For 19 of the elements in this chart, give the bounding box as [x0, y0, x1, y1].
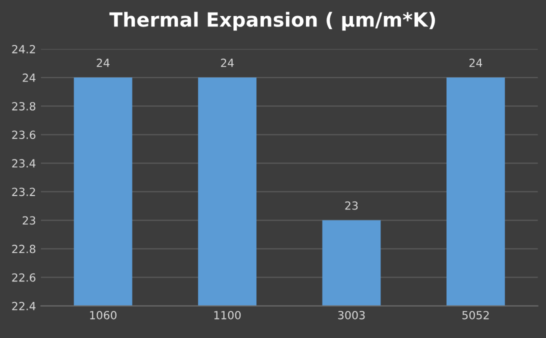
y-tick-label: 23.2: [12, 188, 35, 196]
y-tick-label: 24: [22, 74, 36, 82]
y-tick-label: 23.8: [12, 102, 36, 110]
x-tick-label: 1060: [90, 310, 116, 320]
y-tick-label: 23: [22, 216, 36, 225]
data-label: 23: [345, 201, 358, 210]
x-tick-label: 5052: [462, 310, 489, 320]
y-tick-label: 23.4: [12, 159, 36, 168]
y-tick-label: 22.6: [12, 273, 36, 282]
y-tick-label: 24.2: [12, 44, 35, 54]
y-tick-label: 22.8: [12, 244, 36, 254]
x-tick-label: 3003: [338, 310, 365, 320]
data-label: 24: [469, 58, 482, 67]
y-tick-label: 22.4: [12, 302, 36, 310]
y-tick-label: 23.6: [12, 130, 36, 140]
data-label: 24: [221, 58, 234, 67]
chart-title: Thermal Expansion ( µm/m*K): [109, 12, 435, 31]
data-label: 24: [96, 58, 110, 67]
x-tick-label: 1100: [214, 310, 241, 320]
